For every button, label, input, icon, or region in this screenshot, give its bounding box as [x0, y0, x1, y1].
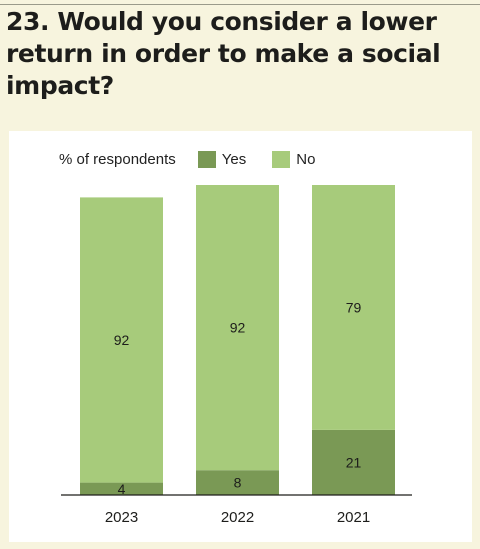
data-label-no-2023: 92 [114, 332, 130, 348]
data-label-yes-2021: 21 [346, 454, 362, 470]
legend-item-yes: Yes [197, 150, 247, 168]
legend-label-yes: Yes [221, 150, 247, 168]
legend-swatch-no [272, 150, 291, 168]
legend-item-no: No [272, 150, 316, 168]
bar-yes-2022 [196, 470, 279, 495]
chart-panel: % of respondents Yes No 4 92 2023 8 92 2022 21… [9, 131, 472, 542]
data-label-yes-2022: 8 [234, 475, 242, 491]
legend: % of respondents Yes No [59, 148, 341, 170]
data-label-no-2021: 79 [346, 299, 362, 315]
bar-yes-2021 [312, 429, 395, 495]
x-tick-label-2021: 2021 [337, 509, 370, 526]
x-tick-label-2023: 2023 [105, 509, 138, 526]
bar-no-2021 [312, 185, 395, 430]
chart-title: 23. Would you consider a lower return in… [6, 7, 441, 100]
bar-no-2022 [196, 185, 279, 471]
legend-swatch-yes [197, 150, 216, 168]
x-tick-label-2022: 2022 [221, 509, 254, 526]
legend-label-no: No [296, 150, 316, 168]
bar-chart: 4 92 2023 8 92 2022 21 79 2021 [61, 185, 412, 526]
data-label-no-2022: 92 [230, 320, 246, 336]
bar-no-2023 [80, 197, 163, 483]
bar-yes-2023 [80, 482, 163, 495]
top-rule [0, 4, 480, 5]
data-label-yes-2023: 4 [118, 481, 126, 497]
legend-title: % of respondents [59, 150, 176, 168]
